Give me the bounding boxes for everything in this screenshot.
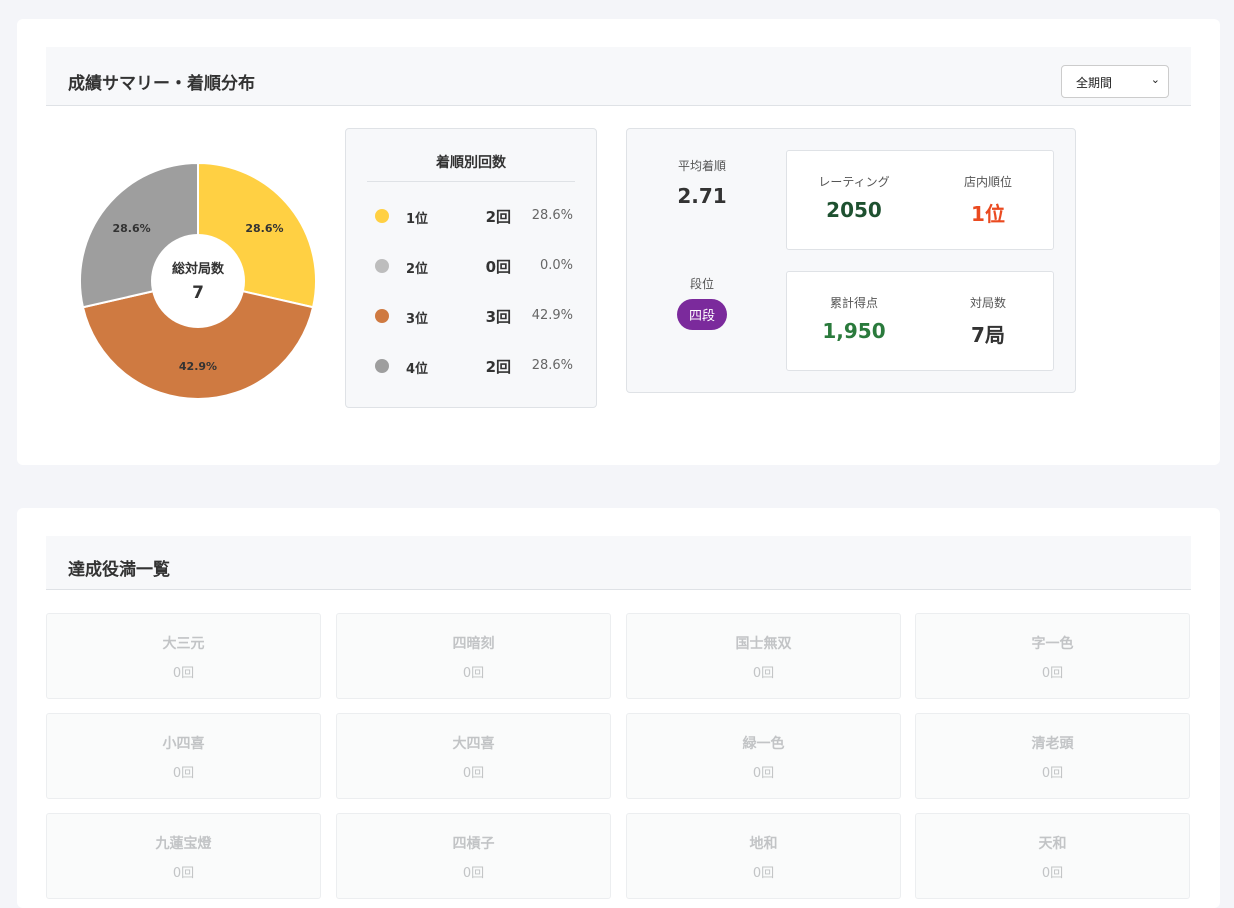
avg-rank-value: 2.71 <box>677 184 727 208</box>
yakuman-count: 0回 <box>1041 666 1064 681</box>
yakuman-name: 九蓮宝燈 <box>155 836 212 852</box>
dan: 段位 四段 <box>647 275 757 330</box>
points-box: 累計得点 1,950 対局数 7局 <box>786 271 1054 371</box>
avg-rank: 平均着順 2.71 <box>647 157 757 208</box>
yakuman-count: 0回 <box>1041 766 1064 781</box>
yakuman-count: 0回 <box>1041 866 1064 881</box>
total-points-value: 1,950 <box>822 319 886 343</box>
yakuman-item: 地和 0回 <box>626 813 901 899</box>
yakuman-item: 大四喜 0回 <box>336 713 611 799</box>
yakuman-count: 0回 <box>172 766 195 781</box>
rank-row: 2位 0回 0.0% <box>375 256 573 277</box>
yakuman-name: 四槓子 <box>452 836 495 852</box>
slice-data-label: 28.6% <box>112 222 150 235</box>
rank-count: 3回 <box>485 308 511 326</box>
games-value: 7局 <box>971 323 1005 347</box>
yakuman-count: 0回 <box>752 666 775 681</box>
yakuman-item: 天和 0回 <box>915 813 1190 899</box>
games: 対局数 7局 <box>921 294 1055 348</box>
total-points: 累計得点 1,950 <box>787 294 921 343</box>
yakuman-card: 達成役満一覧 大三元 0回 四暗刻 0回 国士無双 0回 字一色 0回 小四喜 0回 大四喜 0回 緑一… <box>17 508 1220 908</box>
donut-hole <box>151 234 245 328</box>
rank-pct: 42.9% <box>531 308 573 323</box>
yakuman-item: 緑一色 0回 <box>626 713 901 799</box>
donut-center-value: 7 <box>192 283 204 303</box>
slice-data-label: 42.9% <box>179 360 217 373</box>
rank-donut-chart: 28.6% 42.9% 28.6% 総対局数 7 <box>79 161 317 400</box>
donut-slice-3[interactable] <box>81 279 315 400</box>
stats-panel: 平均着順 2.71 段位 四段 レーティング 2050 店内順位 1位 累計得点 1,… <box>626 128 1076 393</box>
rank-label: 3位 <box>406 312 429 327</box>
rank-pct: 28.6% <box>531 358 573 373</box>
period-select[interactable]: 全期間 ⌄ <box>1061 65 1169 98</box>
dan-badge: 四段 <box>676 299 727 330</box>
summary-header: 成績サマリー・着順分布 全期間 ⌄ <box>46 47 1191 106</box>
divider <box>367 181 575 182</box>
yakuman-item: 小四喜 0回 <box>46 713 321 799</box>
yakuman-count: 0回 <box>172 866 195 881</box>
yakuman-name: 大四喜 <box>452 736 495 752</box>
yakuman-item: 九蓮宝燈 0回 <box>46 813 321 899</box>
yakuman-count: 0回 <box>462 766 485 781</box>
yakuman-item: 字一色 0回 <box>915 613 1190 699</box>
rank-count: 0回 <box>485 258 511 276</box>
total-points-label: 累計得点 <box>829 296 878 310</box>
yakuman-name: 天和 <box>1038 836 1067 852</box>
shop-rank-value: 1位 <box>971 202 1005 226</box>
yakuman-count: 0回 <box>752 766 775 781</box>
yakuman-name: 地和 <box>749 836 778 852</box>
rank-count-panel: 着順別回数 1位 2回 28.6% 2位 0回 0.0% 3位 3回 42.9% 4位 2回 28.6… <box>345 128 597 408</box>
rank-count-title: 着順別回数 <box>436 155 506 171</box>
donut-center-label: 総対局数 <box>172 261 225 277</box>
rank-label: 4位 <box>406 362 429 377</box>
yakuman-item: 国士無双 0回 <box>626 613 901 699</box>
yakuman-item: 清老頭 0回 <box>915 713 1190 799</box>
rating: レーティング 2050 <box>787 173 921 222</box>
rank-pct: 0.0% <box>539 258 573 273</box>
chevron-down-icon: ⌄ <box>1150 73 1160 86</box>
yakuman-name: 国士無双 <box>735 636 792 652</box>
legend-dot-icon <box>375 359 389 373</box>
yakuman-item: 大三元 0回 <box>46 613 321 699</box>
rating-label: レーティング <box>818 175 890 189</box>
rating-box: レーティング 2050 店内順位 1位 <box>786 150 1054 250</box>
rank-row: 3位 3回 42.9% <box>375 306 573 327</box>
summary-title: 成績サマリー・着順分布 <box>68 74 255 94</box>
yakuman-name: 緑一色 <box>742 736 785 752</box>
summary-card: 成績サマリー・着順分布 全期間 ⌄ 28.6% 42.9% 28.6% 総対局数 7 着順… <box>17 19 1220 465</box>
shop-rank: 店内順位 1位 <box>921 173 1055 227</box>
yakuman-name: 大三元 <box>162 636 205 652</box>
yakuman-count: 0回 <box>462 666 485 681</box>
dan-label: 段位 <box>689 277 714 291</box>
rank-row: 4位 2回 28.6% <box>375 356 573 377</box>
rank-row: 1位 2回 28.6% <box>375 206 573 227</box>
rank-pct: 28.6% <box>531 208 573 223</box>
rank-count: 2回 <box>485 358 511 376</box>
legend-dot-icon <box>375 209 389 223</box>
rank-count: 2回 <box>485 208 511 226</box>
yakuman-name: 清老頭 <box>1031 736 1074 752</box>
yakuman-name: 小四喜 <box>162 736 205 752</box>
yakuman-header: 達成役満一覧 <box>46 536 1191 590</box>
games-label: 対局数 <box>969 296 1006 310</box>
rank-label: 2位 <box>406 262 429 277</box>
yakuman-name: 四暗刻 <box>452 636 495 652</box>
yakuman-item: 四槓子 0回 <box>336 813 611 899</box>
period-select-value: 全期間 <box>1076 76 1113 90</box>
yakuman-count: 0回 <box>752 866 775 881</box>
legend-dot-icon <box>375 309 389 323</box>
legend-dot-icon <box>375 259 389 273</box>
avg-rank-label: 平均着順 <box>677 159 726 173</box>
yakuman-name: 字一色 <box>1031 636 1074 652</box>
yakuman-item: 四暗刻 0回 <box>336 613 611 699</box>
rating-value: 2050 <box>826 198 882 222</box>
shop-rank-label: 店内順位 <box>963 175 1012 189</box>
rank-label: 1位 <box>406 212 429 227</box>
slice-data-label: 28.6% <box>245 222 283 235</box>
yakuman-count: 0回 <box>172 666 195 681</box>
yakuman-title: 達成役満一覧 <box>68 560 170 580</box>
yakuman-count: 0回 <box>462 866 485 881</box>
